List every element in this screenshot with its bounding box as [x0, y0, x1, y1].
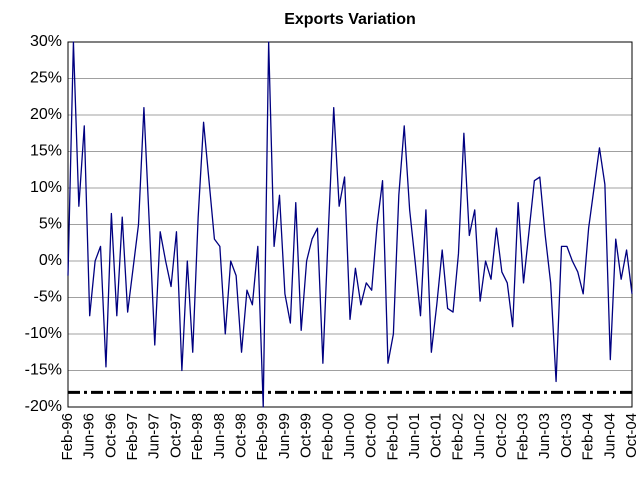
- x-tick-label: Oct-00: [363, 413, 380, 458]
- x-tick-label: Oct-01: [428, 413, 445, 458]
- y-tick-label: 15%: [30, 143, 62, 160]
- x-tick-label: Feb-00: [319, 413, 336, 461]
- x-tick-label: Oct-04: [623, 413, 640, 458]
- x-tick-label: Feb-02: [449, 413, 466, 461]
- x-tick-label: Oct-98: [233, 413, 250, 458]
- x-tick-label: Oct-02: [493, 413, 510, 458]
- x-tick-label: Jun-00: [341, 413, 358, 459]
- x-tick-label: Oct-96: [102, 413, 119, 458]
- y-tick-label: 10%: [30, 179, 62, 196]
- y-tick-label: 0%: [39, 252, 62, 269]
- x-tick-label: Oct-97: [167, 413, 184, 458]
- x-tick-label: Oct-03: [558, 413, 575, 458]
- x-tick-label: Feb-04: [580, 413, 597, 461]
- y-tick-label: 20%: [30, 106, 62, 123]
- x-tick-label: Feb-01: [384, 413, 401, 461]
- x-tick-label: Jun-96: [81, 413, 98, 459]
- x-tick-label: Feb-99: [254, 413, 271, 461]
- y-tick-label: -15%: [25, 362, 62, 379]
- x-tick-label: Jun-99: [276, 413, 293, 459]
- x-tick-label: Feb-98: [189, 413, 206, 461]
- x-tick-label: Feb-03: [515, 413, 532, 461]
- x-tick-label: Jun-98: [211, 413, 228, 459]
- x-tick-label: Jun-04: [601, 413, 618, 459]
- x-tick-label: Feb-96: [59, 413, 76, 461]
- x-tick-label: Feb-97: [124, 413, 141, 461]
- plot-border: [67, 41, 633, 408]
- x-tick-label: Jun-02: [471, 413, 488, 459]
- y-tick-label: -10%: [25, 325, 62, 342]
- chart-title: Exports Variation: [284, 11, 416, 28]
- x-tick-label: Jun-03: [536, 413, 553, 459]
- x-tick-label: Jun-97: [146, 413, 163, 459]
- y-tick-label: 5%: [39, 216, 62, 233]
- data-line: [67, 41, 633, 408]
- x-tick-label: Oct-99: [298, 413, 315, 458]
- y-tick-label: -5%: [34, 289, 62, 306]
- y-tick-label: 25%: [30, 70, 62, 87]
- y-tick-label: -20%: [25, 398, 62, 415]
- x-tick-label: Jun-01: [406, 413, 423, 459]
- y-tick-label: 30%: [30, 33, 62, 50]
